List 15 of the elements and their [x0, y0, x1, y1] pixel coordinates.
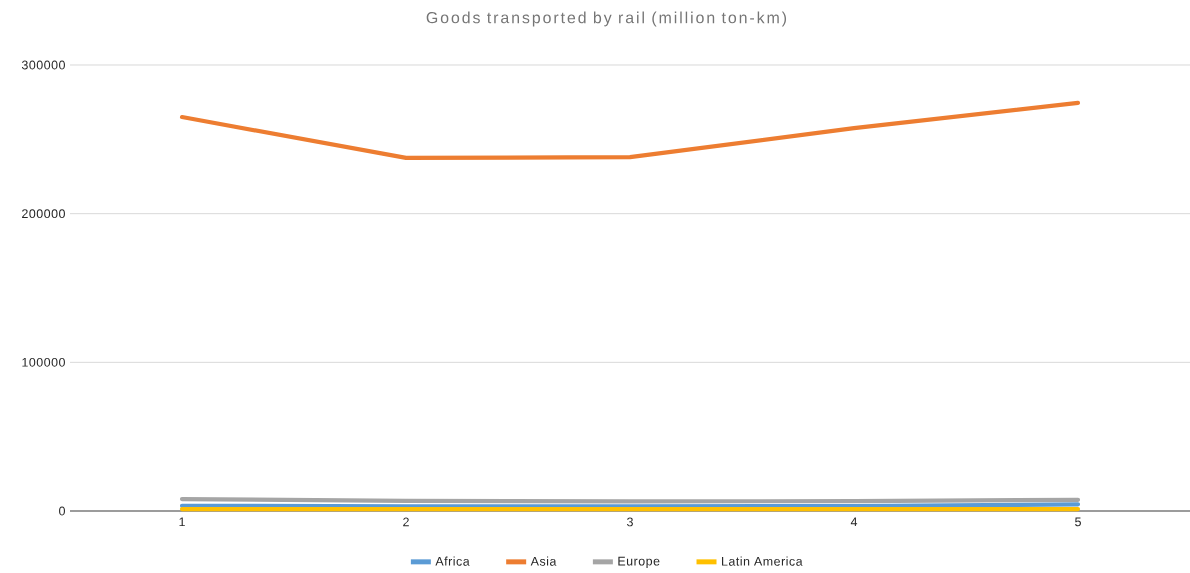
legend-label: Africa [435, 556, 470, 566]
y-tick-label: 0 [59, 506, 65, 516]
x-tick-label: 2 [403, 517, 409, 527]
y-tick-label: 200000 [22, 209, 65, 219]
line-series [179, 100, 1081, 161]
y-tick-label: 300000 [21, 60, 65, 70]
chart-title: Goods transported by rail (million ton-km) [426, 11, 787, 27]
y-tick-label: 100000 [22, 357, 65, 367]
legend-label: Asia [530, 556, 557, 566]
x-tick-label: 1 [179, 517, 185, 527]
x-tick-label: 5 [1075, 517, 1081, 527]
x-tick-label: 3 [627, 517, 633, 527]
legend-label: Latin America [722, 556, 803, 566]
x-tick-label: 4 [850, 517, 858, 527]
legend-label: Europe [618, 556, 660, 568]
